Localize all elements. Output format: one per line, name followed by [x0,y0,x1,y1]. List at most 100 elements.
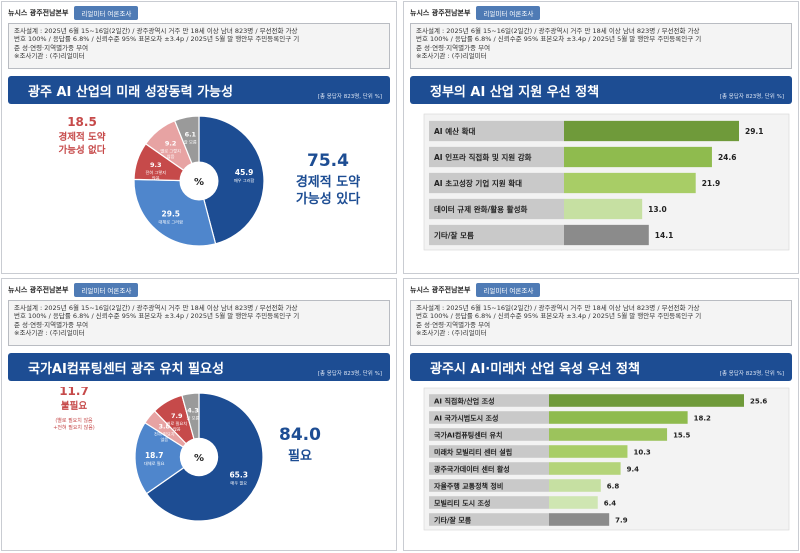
bar-label-base [429,172,564,194]
pie-center-label: % [194,453,204,464]
bar-chart: AI 직접화/산업 조성 25.6 AI 국가시범도시 조성 18.2 국가AI컴퓨팅센… [404,387,798,550]
pie-chart: 45.9 매우 그러함 29.5 대체로 그러함 9.3 전혀 그렇지 않음 9.2 별로 그렇… [2,110,396,273]
slice-category-label: 전혀 그렇지 [145,169,166,176]
bar-category-label: 광주국가데이터 센터 활성 [434,465,510,474]
chart-panel-computing-center: 뉴시스 광주전남본부 리얼미터 여론조사 조사설계 : 2025년 6월 15~… [1,278,397,551]
survey-line: 준 성·연령·지역별가중 부여 [14,43,89,52]
slice-value-label: 6.1 [185,130,197,138]
survey-line: 번호 100% / 응답률 6.8% / 신뢰수준 95% 표본오차 ±3.4p… [416,35,702,44]
brand-label: 뉴시스 광주전남본부 [8,9,69,17]
brand-label: 뉴시스 광주전남본부 [8,286,69,294]
bar-label-base [429,496,549,509]
bar-value-label: 18.2 [694,415,711,423]
survey-line: 준 성·연령·지역별가중 부여 [416,43,491,52]
bar [549,462,621,475]
bar [564,198,643,220]
survey-line: 준 성·연령·지역별가중 부여 [416,320,491,329]
slice-value-label: 18.7 [145,451,164,460]
survey-line: ※조사기관 : (주)리얼미터 [14,329,85,338]
brand-label: 뉴시스 광주전남본부 [410,9,471,17]
bar-value-label: 10.3 [633,449,650,457]
bar-value-label: 29.1 [745,127,764,136]
bar-label-base [429,198,564,220]
chart-note: [총 응답자 823명, 단위 %] [317,94,382,100]
survey-line: 준 성·연령·지역별가중 부여 [14,320,89,329]
slice-category-label: 별로 필요치 [166,420,187,427]
bar-category-label: AI 직접화/산업 조성 [434,397,495,406]
negative-summary-note: +전혀 필요치 않음) [53,424,95,431]
bar-category-label: AI 국가시범도시 조성 [434,414,498,423]
bar [549,479,601,492]
slice-value-label: 45.9 [235,168,254,177]
survey-tag: 리얼미터 여론조사 [74,283,139,297]
survey-line: 조사설계 : 2025년 6월 15~16일(2일간) / 광주광역시 거주 만… [14,304,298,312]
bar-value-label: 14.1 [655,231,674,240]
slice-category-label: 않음 [173,426,181,432]
bar [549,411,688,424]
bar-label-base [429,411,549,424]
pie-center-hole [179,161,219,201]
bar-category-label: 자율주행 교통정책 정비 [434,482,503,491]
bar-label-base [429,146,564,168]
slice-category-label: 않음 [167,153,175,159]
survey-line: 번호 100% / 응답률 6.8% / 신뢰수준 95% 표본오차 ±3.4p… [416,312,702,321]
bar-category-label: 미래차 모빌리티 센터 설립 [434,448,512,457]
bar-label-base [429,224,564,246]
bar-label-base [429,445,549,458]
chart-panel-city-policy: 뉴시스 광주전남본부 리얼미터 여론조사 조사설계 : 2025년 6월 15~… [403,278,799,551]
chart-title-bar: 국가AI컴퓨팅센터 광주 유치 필요성 [총 응답자 823명, 단위 %] [8,353,390,381]
chart-title: 광주시 AI·미래차 산업 육성 우선 정책 [430,361,640,377]
survey-tag: 리얼미터 여론조사 [74,6,139,20]
bar [549,496,598,509]
slice-category-label: 않음 [160,436,168,442]
survey-line: ※조사기관 : (주)리얼미터 [14,52,85,61]
slice-category-label: 않음 [152,174,160,180]
chart-title: 광주 AI 산업의 미래 성장동력 가능성 [28,84,233,100]
bar [564,146,712,168]
bar-category-label: 기타/잘 모름 [434,230,474,240]
slice-value-label: 9.2 [165,139,177,147]
slice-category-label: 매우 그러함 [234,177,255,184]
chart-note: [총 응답자 823명, 단위 %] [317,371,382,377]
slice-value-label: 65.3 [229,471,248,480]
panel-header: 뉴시스 광주전남본부 리얼미터 여론조사 [410,283,541,297]
survey-info: 조사설계 : 2025년 6월 15~16일(2일간) / 광주광역시 거주 만… [8,23,390,69]
slice-category-label: 잘 모름 [187,415,200,421]
bar-category-label: 데이터 규제 완화/활용 활성화 [434,204,527,214]
bar-label-base [429,120,564,142]
bar-value-label: 13.0 [648,205,667,214]
bar-label-base [429,513,549,526]
bar-label-base [429,428,549,441]
positive-summary-value: 84.0 [279,425,321,445]
survey-info: 조사설계 : 2025년 6월 15~16일(2일간) / 광주광역시 거주 만… [410,23,792,69]
chart-title: 정부의 AI 산업 지원 우선 정책 [430,84,600,100]
bar [549,428,668,441]
survey-line: 번호 100% / 응답률 6.8% / 신뢰수준 95% 표본오차 ±3.4p… [14,312,300,321]
positive-summary-label: 필요 [288,449,312,464]
bar [564,120,739,142]
bar-label-base [429,479,549,492]
positive-summary-label: 경제적 도약 [296,174,360,190]
bar-value-label: 9.4 [627,466,640,474]
negative-summary-label: 불필요 [61,400,87,412]
survey-tag: 리얼미터 여론조사 [476,6,541,20]
slice-value-label: 7.9 [171,412,183,420]
chart-panel-gov-policy: 뉴시스 광주전남본부 리얼미터 여론조사 조사설계 : 2025년 6월 15~… [403,1,799,274]
panel-header: 뉴시스 광주전남본부 리얼미터 여론조사 [8,6,139,20]
negative-summary-value: 11.7 [59,387,89,398]
negative-summary-value: 18.5 [67,115,97,129]
bar-value-label: 6.4 [604,500,617,508]
survey-line: ※조사기관 : (주)리얼미터 [416,52,487,61]
bar-category-label: 국가AI컴퓨팅센터 유치 [434,431,502,440]
bar-value-label: 21.9 [702,179,721,188]
panel-header: 뉴시스 광주전남본부 리얼미터 여론조사 [8,283,139,297]
panel-header: 뉴시스 광주전남본부 리얼미터 여론조사 [410,6,541,20]
slice-value-label: 4.3 [187,407,199,415]
bar-value-label: 15.5 [673,432,690,440]
chart-note: [총 응답자 823명, 단위 %] [719,94,784,100]
bar-chart-svg: AI 예산 확대 29.1 AI 인프라 직접화 및 지원 강화 24.6 AI 초고성… [423,113,790,251]
survey-line: 조사설계 : 2025년 6월 15~16일(2일간) / 광주광역시 거주 만… [416,27,700,35]
bar-label-base [429,394,549,407]
